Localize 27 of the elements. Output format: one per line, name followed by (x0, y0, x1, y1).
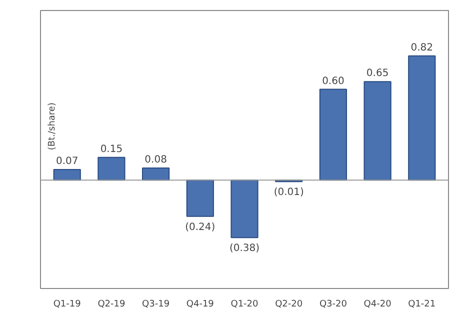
x-tick-label: Q2-20 (275, 300, 303, 310)
x-tick-label: Q4-20 (364, 300, 392, 310)
bar (230, 180, 258, 238)
data-label: 0.15 (100, 144, 123, 155)
data-label: 0.82 (410, 42, 434, 54)
x-tick-label: Q1-19 (53, 300, 82, 310)
x-tick-label: Q2-19 (98, 300, 126, 310)
x-tick-label: Q1-20 (230, 300, 259, 310)
data-label: 0.65 (366, 68, 389, 80)
y-axis-title: (Bt./share) (48, 102, 58, 150)
bar (364, 81, 392, 181)
data-label: (0.24) (185, 222, 216, 233)
bar (142, 167, 170, 181)
data-label: 0.60 (322, 76, 344, 87)
bar (186, 180, 214, 217)
bar (319, 88, 347, 181)
data-label: 0.08 (144, 154, 167, 166)
data-label: (0.01) (274, 187, 304, 198)
x-tick-label: Q3-19 (142, 300, 170, 310)
bar (53, 168, 81, 181)
x-tick-label: Q3-20 (319, 300, 348, 310)
bar (98, 156, 126, 181)
data-label: (0.38) (229, 243, 260, 254)
x-tick-label: Q1-21 (408, 300, 436, 310)
data-label: 0.07 (56, 156, 78, 168)
x-tick-label: Q4-19 (186, 300, 214, 310)
bar (408, 55, 436, 181)
